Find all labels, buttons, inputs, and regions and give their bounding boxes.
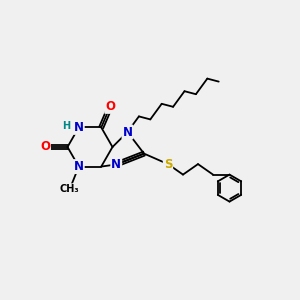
Text: H: H [62,121,70,131]
Text: O: O [40,140,50,154]
Text: N: N [122,125,133,139]
Text: N: N [74,160,84,173]
Text: O: O [105,100,115,113]
Text: S: S [164,158,172,171]
Text: N: N [111,158,121,171]
Text: N: N [74,121,84,134]
Text: CH₃: CH₃ [60,184,80,194]
